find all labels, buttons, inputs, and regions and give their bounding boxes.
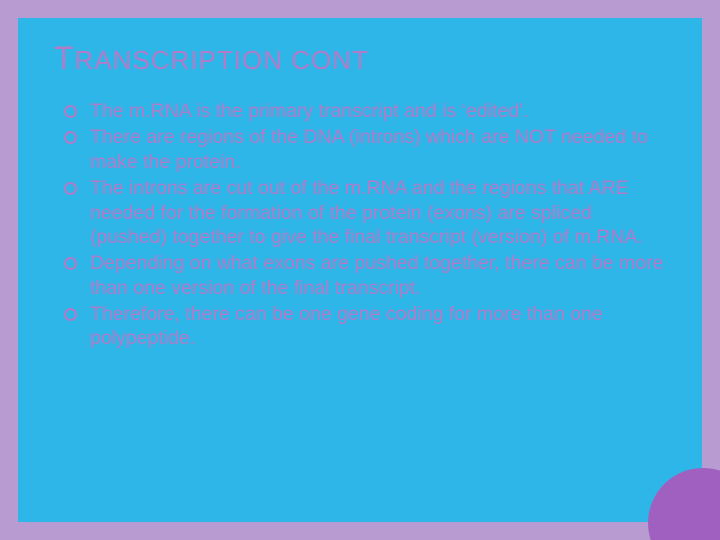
title-word2: CONT	[283, 45, 369, 75]
title-cap-1: T	[54, 40, 75, 76]
bullet-text: Depending on what exons are pushed toget…	[90, 252, 663, 298]
bullet-text: The introns are cut out of the m.RNA and…	[90, 177, 643, 248]
bullet-text: Therefore, there can be one gene coding …	[90, 303, 603, 349]
list-item: The m.RNA is the primary transcript and …	[62, 99, 666, 123]
list-item: Therefore, there can be one gene coding …	[62, 302, 666, 351]
title-word1-rest: RANSCRIPTION	[75, 45, 283, 75]
bullet-list: The m.RNA is the primary transcript and …	[54, 99, 666, 351]
list-item: Depending on what exons are pushed toget…	[62, 251, 666, 300]
slide-title: TRANSCRIPTION CONT	[54, 40, 666, 77]
list-item: The introns are cut out of the m.RNA and…	[62, 176, 666, 249]
bullet-text: There are regions of the DNA (introns) w…	[90, 126, 648, 172]
slide-inner: TRANSCRIPTION CONT The m.RNA is the prim…	[18, 18, 702, 522]
list-item: There are regions of the DNA (introns) w…	[62, 125, 666, 174]
bullet-text: The m.RNA is the primary transcript and …	[90, 100, 529, 122]
slide: TRANSCRIPTION CONT The m.RNA is the prim…	[0, 0, 720, 540]
